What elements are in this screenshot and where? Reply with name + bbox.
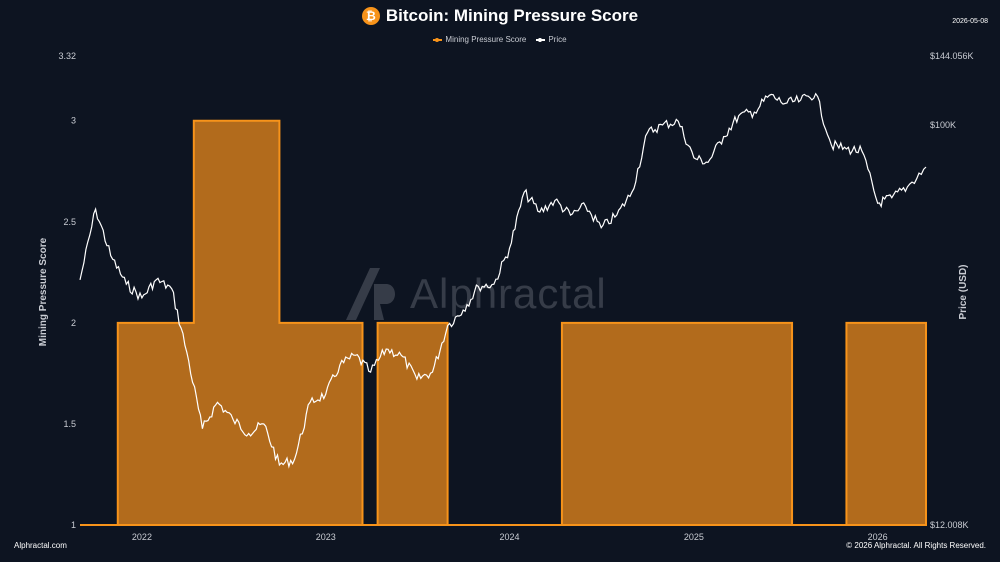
y2-axis-title: Price (USD)	[958, 264, 969, 319]
y-tick-1: 1	[71, 520, 76, 530]
x-tick-2023: 2023	[316, 532, 336, 542]
y2-tick-1: $100K	[930, 120, 956, 130]
price-series	[79, 92, 927, 469]
legend-item-price[interactable]: Price	[536, 35, 567, 44]
score-series	[80, 119, 927, 526]
x-tick-2025: 2025	[684, 532, 704, 542]
legend: Mining Pressure Score Price	[0, 35, 1000, 44]
y-tick-2.5: 2.5	[63, 217, 76, 227]
y2-tick-2: $144.056K	[930, 51, 974, 61]
legend-swatch-price	[536, 37, 546, 42]
y2-axis-ticks: $12.008K $100K $144.056K	[930, 51, 974, 530]
bitcoin-icon: ₿	[361, 7, 380, 25]
y-tick-2: 2	[71, 318, 76, 328]
y-axis-title: Mining Pressure Score	[38, 237, 49, 346]
footer-copyright: © 2026 Alphractal. All Rights Reserved.	[846, 541, 986, 550]
legend-item-score[interactable]: Mining Pressure Score	[433, 35, 526, 44]
y-axis-ticks: 1 1.5 2 2.5 3 3.32	[58, 51, 76, 530]
date-stamp: 2026-05-08	[952, 18, 988, 25]
score-area	[80, 119, 927, 526]
footer-site[interactable]: Alphractal.com	[14, 541, 67, 550]
y2-tick-0: $12.008K	[930, 520, 969, 530]
chart-title: Bitcoin: Mining Pressure Score	[385, 6, 639, 25]
x-axis-ticks: 2022 2023 2024 2025 2026	[132, 532, 888, 542]
price-line	[79, 92, 927, 469]
x-tick-2022: 2022	[132, 532, 152, 542]
legend-swatch-score	[433, 37, 443, 42]
x-tick-2024: 2024	[500, 532, 520, 542]
legend-label-price: Price	[548, 35, 567, 44]
chart-header: ₿ Bitcoin: Mining Pressure Score	[0, 6, 1000, 26]
y-tick-3.32: 3.32	[58, 51, 76, 61]
y-tick-3: 3	[71, 116, 76, 126]
y-tick-1.5: 1.5	[63, 419, 76, 429]
legend-label-score: Mining Pressure Score	[445, 35, 527, 44]
x-tick-2026: 2026	[868, 532, 888, 542]
